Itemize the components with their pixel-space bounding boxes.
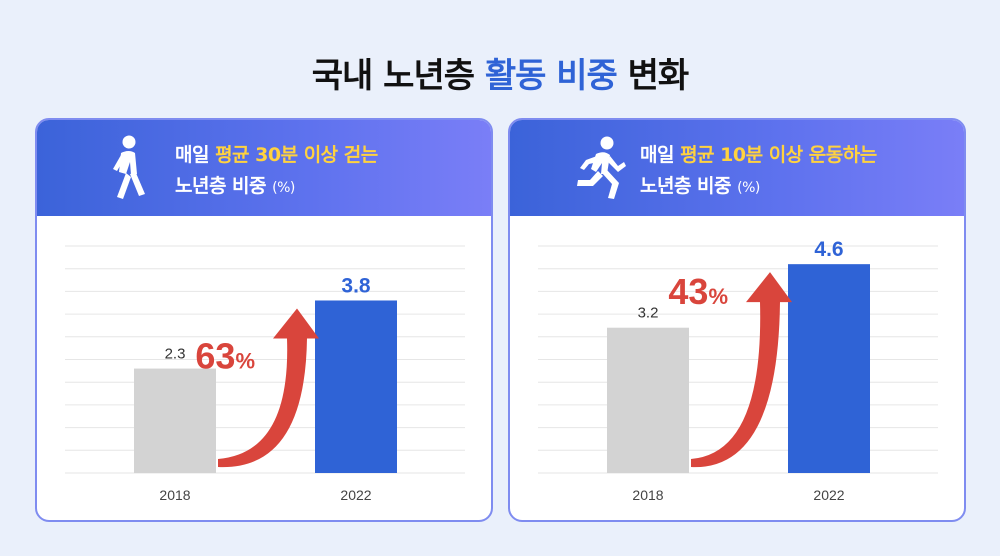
growth-rate-label: 63% — [195, 335, 255, 376]
title-part1: 국내 노년층 — [311, 56, 485, 96]
running-person-icon — [577, 136, 626, 199]
header-line1-pre: 매일 — [640, 144, 681, 166]
card-header: 매일 평균 30분 이상 걷는 노년층 비중 (%) — [37, 120, 491, 216]
bar-2018 — [607, 327, 689, 473]
card-header-text: 매일 평균 10분 이상 운동하는 노년층 비중 (%) — [640, 140, 877, 204]
header-line1-pre: 매일 — [175, 144, 216, 166]
data-label: 4.6 — [814, 238, 843, 261]
card-header: 매일 평균 10분 이상 운동하는 노년층 비중 (%) — [510, 120, 964, 216]
walking-card: 매일 평균 30분 이상 걷는 노년층 비중 (%) 2.3 2018 3.8 202… — [35, 118, 493, 522]
bar-2022 — [315, 300, 397, 473]
growth-arrow — [218, 308, 319, 468]
data-label: 2.3 — [165, 346, 186, 363]
bar-2018 — [134, 368, 216, 473]
header-unit: (%) — [737, 180, 760, 196]
growth-unit: % — [708, 284, 728, 309]
data-label: 3.2 — [638, 305, 659, 322]
header-unit: (%) — [272, 180, 295, 196]
bar-chart-walking: 2.3 2018 3.8 2022 63% — [65, 245, 465, 503]
header-line2: 노년층 비중 — [640, 175, 732, 197]
header-line2: 노년층 비중 — [175, 175, 267, 197]
x-tick-label: 2022 — [340, 487, 371, 503]
bar-chart-exercise: 3.2 2018 4.6 2022 43% — [538, 238, 938, 503]
growth-unit: % — [235, 348, 255, 373]
header-line1-highlight: 평균 30분 이상 걷는 — [215, 144, 378, 166]
growth-number: 43 — [668, 271, 708, 312]
page-title: 국내 노년층 활동 비중 변화 — [0, 48, 1000, 97]
walking-person-icon — [113, 135, 145, 199]
growth-number: 63 — [195, 335, 235, 376]
bar-2022 — [788, 264, 870, 473]
card-header-text: 매일 평균 30분 이상 걷는 노년층 비중 (%) — [175, 140, 378, 204]
header-line1-highlight: 평균 10분 이상 운동하는 — [680, 144, 877, 166]
title-highlight: 활동 비중 — [484, 56, 618, 96]
x-tick-label: 2022 — [813, 487, 844, 503]
growth-rate-label: 43% — [668, 271, 728, 312]
growth-arrow — [691, 272, 792, 468]
x-tick-label: 2018 — [632, 487, 663, 503]
data-label: 3.8 — [341, 274, 371, 297]
x-tick-label: 2018 — [159, 487, 190, 503]
title-part2: 변화 — [616, 56, 690, 96]
exercise-card: 매일 평균 10분 이상 운동하는 노년층 비중 (%) 3.2 2018 4.6 2… — [508, 118, 966, 522]
